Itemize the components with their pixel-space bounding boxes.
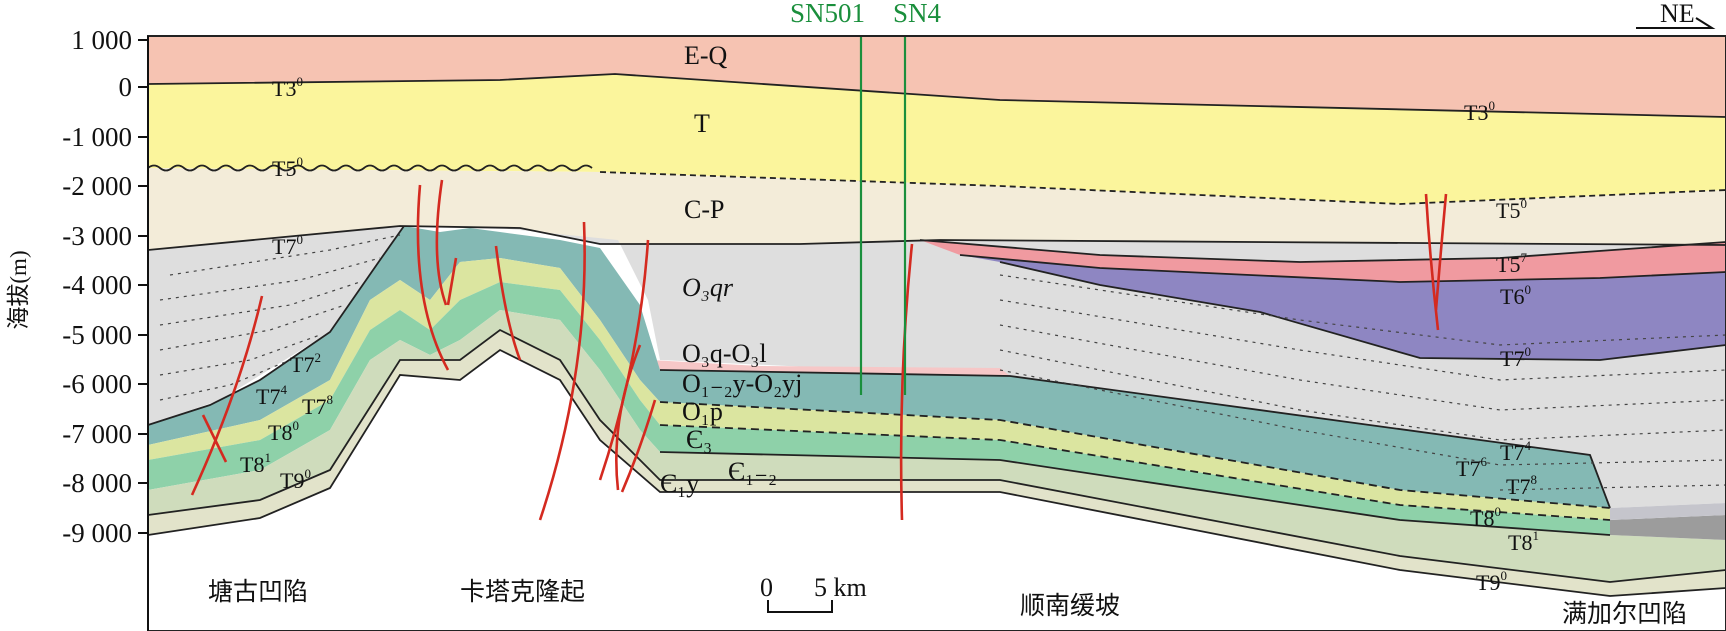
fault-11: [899, 243, 914, 521]
horizon-t3-main: T30: [272, 74, 303, 101]
horizon-t80-west: T80: [268, 418, 299, 445]
horizon-t5-east: T50: [1496, 196, 1527, 223]
horizon-t74-east: T74: [1500, 438, 1531, 465]
region-tanggu: 塘古凹陷: [208, 578, 308, 606]
horizon-t72-west: T72: [290, 350, 321, 377]
fault-12: [1424, 193, 1440, 331]
formation-o1p: O₁p: [682, 397, 723, 426]
formation-o3qr: O₃qr: [682, 273, 734, 302]
fault-6: [494, 245, 522, 361]
wells: [859, 36, 907, 395]
y-tick-label: -3 000: [62, 221, 132, 251]
horizon-t3-east: T30: [1464, 98, 1495, 125]
horizon-t57: T57: [1496, 250, 1527, 277]
horizon-t78-west: T78: [302, 392, 333, 419]
y-axis: [138, 36, 149, 631]
layer-basement-dark: [1610, 503, 1726, 520]
horizon-t6: T60: [1500, 282, 1531, 309]
formation-t: T: [694, 109, 710, 138]
horizon-t5-main: T50: [272, 154, 303, 181]
direction-arrow-icon: [1636, 17, 1716, 29]
layer-eq: [148, 36, 1726, 117]
fault-4: [435, 179, 448, 306]
y-tick-label: -5 000: [62, 320, 132, 350]
formation-labels: E-Q T C-P O₃qr O₃q-O₃l O₁₋₂y-O₂yj O₁p Є₃…: [660, 41, 802, 498]
horizon-t74-west: T74: [256, 382, 287, 409]
y-tick-label: 1 000: [71, 25, 132, 55]
horizon-t90-west: T90: [280, 466, 311, 493]
direction-indicator: NE: [1636, 0, 1716, 29]
horizon-lines: [147, 73, 1726, 597]
horizon-t90-east: T90: [1476, 568, 1507, 595]
region-labels: 塘古凹陷 卡塔克隆起 顺南缓坡 满加尔凹陷: [208, 578, 1687, 628]
fault-13: [1434, 193, 1448, 311]
scale-value: 5 km: [814, 573, 867, 602]
well-sn4-label: SN4: [893, 0, 942, 28]
formation-eq: E-Q: [684, 41, 728, 70]
layer-cp: [148, 168, 1726, 258]
y-tick-label: 0: [119, 72, 133, 102]
fault-1: [190, 295, 264, 496]
y-axis-title: 海拔(m): [6, 250, 31, 329]
formation-o3q-o3l: O₃q-O₃l: [682, 339, 767, 368]
layer-basin-purple: [960, 255, 1726, 360]
formation-e1y: Є₁y: [660, 469, 699, 498]
formation-e12: Є₁₋₂: [728, 457, 777, 486]
y-tick-label: -8 000: [62, 468, 132, 498]
horizon-t81-east: T81: [1508, 528, 1539, 555]
region-katake: 卡塔克隆起: [460, 578, 585, 606]
fault-9: [615, 344, 642, 491]
fault-3: [416, 184, 450, 371]
y-tick-label: -9 000: [62, 518, 132, 548]
horizon-t81-west: T81: [240, 450, 271, 477]
layer-basin-red: [920, 240, 1726, 282]
horizon-t78-east: T78: [1506, 472, 1537, 499]
fault-10: [620, 399, 657, 493]
layer-pink-thin: [650, 360, 1010, 376]
well-sn501-label: SN501: [790, 0, 865, 28]
fault-7: [538, 221, 586, 521]
layer-basement-gray: [1610, 515, 1726, 540]
formation-cp: C-P: [684, 195, 724, 224]
y-tick-label: -2 000: [62, 171, 132, 201]
formation-o12y-o2yj: O₁₋₂y-O₂yj: [682, 369, 802, 398]
y-tick-label: -4 000: [62, 270, 132, 300]
scale-bar: 0 5 km: [760, 573, 867, 613]
layer-o12y: [148, 226, 1610, 508]
faults: [190, 179, 1448, 521]
horizon-t80-east: T80: [1470, 504, 1501, 531]
fault-2: [201, 414, 228, 463]
horizon-labels: T30 T30 T50 T50 T70 T57 T60 T70 T72 T74 …: [240, 74, 1539, 595]
y-tick-label: -1 000: [62, 122, 132, 152]
strata-group: [148, 36, 1726, 596]
dotted-bedding: [159, 234, 1726, 491]
region-shunnan: 顺南缓坡: [1020, 592, 1120, 620]
y-tick-labels: 1 000 0 -1 000 -2 000 -3 000 -4 000 -5 0…: [62, 25, 132, 548]
region-manjiaer: 满加尔凹陷: [1562, 600, 1687, 628]
formation-e3: Є₃: [686, 425, 712, 454]
horizon-t7-east: T70: [1500, 344, 1531, 371]
scale-bar-line: [767, 600, 833, 613]
scale-zero: 0: [760, 573, 773, 602]
direction-label: NE: [1660, 0, 1695, 28]
fault-8: [598, 239, 650, 481]
y-tick-label: -6 000: [62, 369, 132, 399]
fault-5: [446, 257, 458, 306]
layer-t: [148, 74, 1726, 204]
horizon-t76-east: T76: [1456, 454, 1487, 481]
layer-e12: [148, 310, 1726, 582]
horizon-t7-main: T70: [272, 232, 303, 259]
y-tick-label: -7 000: [62, 419, 132, 449]
